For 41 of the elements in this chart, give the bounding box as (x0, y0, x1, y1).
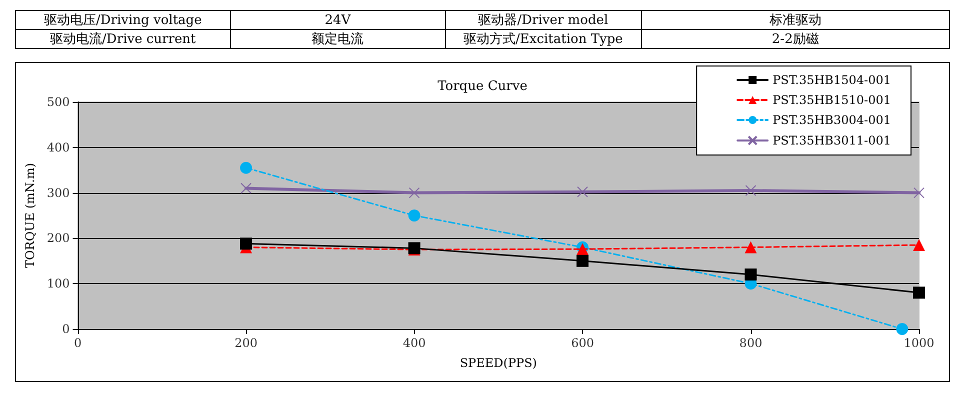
text: 24V (230, 10, 446, 30)
point (745, 185, 756, 196)
legend-label: PST.35HB1504-001 (772, 73, 892, 87)
x-axis-title: SPEED(PPS) (460, 356, 537, 370)
legend-label: PST.35HB1510-001 (772, 93, 892, 107)
point (408, 187, 420, 198)
text: 驱动器/Driver model (445, 10, 642, 30)
point (240, 182, 252, 194)
y-axis-title: TORQUE (mN.m) (23, 162, 37, 268)
x-tick-label: 200 (234, 336, 258, 350)
chart-title: Torque Curve (438, 79, 528, 94)
point (914, 187, 924, 198)
point (744, 241, 757, 254)
point (896, 323, 908, 335)
x-tick-label: 0 (74, 336, 82, 350)
legend-label: PST.35HB3004-001 (772, 113, 892, 127)
point (913, 286, 925, 299)
y-tick-label: 500 (46, 95, 70, 109)
text: 驱动电压/Driving voltage (16, 10, 230, 30)
point (408, 210, 420, 222)
text: 驱动电流/Drive current (16, 30, 230, 48)
x-tick-label: 400 (402, 336, 426, 350)
point (240, 162, 252, 174)
point (577, 186, 588, 198)
x-tick-label: 800 (739, 336, 762, 350)
y-tick-label: 300 (46, 186, 70, 200)
text: 驱动方式/Excitation Type (445, 30, 642, 48)
y-tick-label: 100 (46, 276, 70, 291)
point (744, 268, 757, 281)
y-tick-label: 0 (62, 322, 70, 336)
y-tick-label: 200 (46, 231, 70, 246)
point (240, 238, 252, 250)
text: 额定电流 (230, 30, 446, 48)
legend-label: PST.35HB3011-001 (772, 134, 892, 148)
x-tick-label: 1000 (904, 336, 934, 350)
point (576, 254, 589, 267)
x-tick-label: 600 (571, 336, 594, 350)
point (913, 239, 925, 252)
text: 2-2励磁 (641, 30, 950, 48)
text: 标准驱动 (641, 10, 950, 30)
y-tick-label: 400 (46, 140, 70, 154)
